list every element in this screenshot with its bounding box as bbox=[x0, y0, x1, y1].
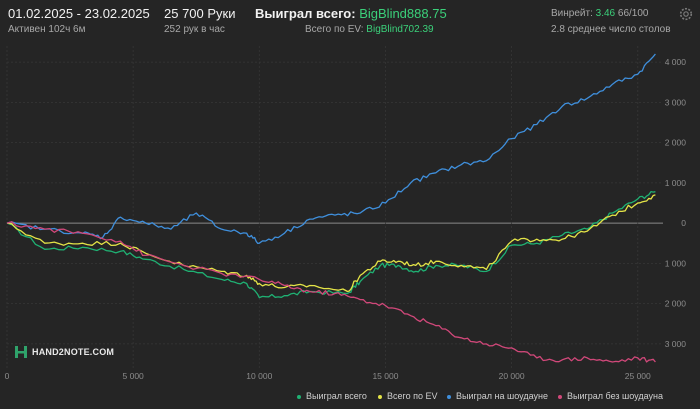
series-line-0 bbox=[6, 190, 656, 299]
total-ev-value: BigBlind702.39 bbox=[366, 24, 434, 35]
winrate-value: 3.46 bbox=[595, 8, 616, 19]
x-tick-label: 25 000 bbox=[625, 371, 651, 381]
legend-swatch bbox=[378, 394, 382, 399]
y-tick-label: 1 000 bbox=[665, 178, 687, 188]
total-ev-label: Всего по EV: bbox=[305, 24, 364, 35]
y-tick-label: 1 000 bbox=[665, 258, 687, 268]
x-tick-label: 10 000 bbox=[246, 371, 272, 381]
x-tick-label: 0 bbox=[5, 371, 10, 381]
legend-label: Выиграл на шоудауне bbox=[456, 391, 548, 401]
legend-swatch bbox=[558, 394, 562, 399]
chart-ticks: 4 000 3 000 2 000 1 000 0 1 000 2 000 3 000 0 5 0… bbox=[5, 57, 687, 381]
x-tick-label: 5 000 bbox=[123, 371, 145, 381]
series-line-3 bbox=[6, 221, 656, 363]
legend-label: Выиграл всего bbox=[306, 391, 367, 401]
hand2note-logo: HAND2NOTE.COM bbox=[14, 345, 114, 359]
legend-item[interactable]: Выиграл без шоудауна bbox=[558, 391, 663, 401]
hands-per-hour: 252 рук в час bbox=[164, 24, 225, 35]
legend-swatch bbox=[447, 394, 451, 399]
legend-item[interactable]: Выиграл всего bbox=[297, 391, 367, 401]
legend-label: Выиграл без шоудауна bbox=[567, 391, 663, 401]
y-tick-label: 2 000 bbox=[665, 299, 687, 309]
legend-item[interactable]: Выиграл на шоудауне bbox=[447, 391, 548, 401]
date-range: 01.02.2025 - 23.02.2025 bbox=[8, 6, 150, 21]
y-tick-label: 3 000 bbox=[665, 339, 687, 349]
y-tick-label: 0 bbox=[681, 218, 686, 228]
x-tick-label: 15 000 bbox=[372, 371, 398, 381]
total-won-value: BigBlind888.75 bbox=[359, 6, 447, 21]
legend-label: Всего по EV bbox=[387, 391, 438, 401]
logo-text: HAND2NOTE.COM bbox=[32, 347, 115, 357]
winrate-unit: 66/100 bbox=[617, 8, 649, 19]
y-tick-label: 3 000 bbox=[665, 97, 687, 107]
series-line-1 bbox=[6, 194, 656, 293]
hands-count: 25 700 Руки bbox=[164, 6, 236, 21]
chart-grid bbox=[6, 46, 663, 368]
x-tick-label: 20 000 bbox=[499, 371, 525, 381]
total-ev: Всего по EV: BigBlind702.39 bbox=[305, 24, 434, 35]
active-time: Активен 102ч 6м bbox=[8, 24, 86, 35]
total-won-label: Выиграл всего: bbox=[255, 6, 356, 21]
series-line-2 bbox=[6, 53, 656, 245]
avg-tables: 2.8 среднее число столов bbox=[551, 24, 671, 35]
winrate-label: Винрейт: bbox=[551, 8, 593, 19]
gear-icon[interactable] bbox=[678, 6, 694, 22]
legend-swatch bbox=[297, 394, 301, 399]
total-won: Выиграл всего: BigBlind888.75 bbox=[255, 6, 447, 21]
legend-item[interactable]: Всего по EV bbox=[378, 391, 437, 401]
hand2note-logo-icon bbox=[15, 346, 27, 358]
y-tick-label: 2 000 bbox=[665, 138, 687, 148]
winrate: Винрейт: 3.46 66/100 bbox=[551, 8, 648, 19]
chart-series bbox=[6, 53, 656, 363]
y-tick-label: 4 000 bbox=[665, 57, 687, 67]
